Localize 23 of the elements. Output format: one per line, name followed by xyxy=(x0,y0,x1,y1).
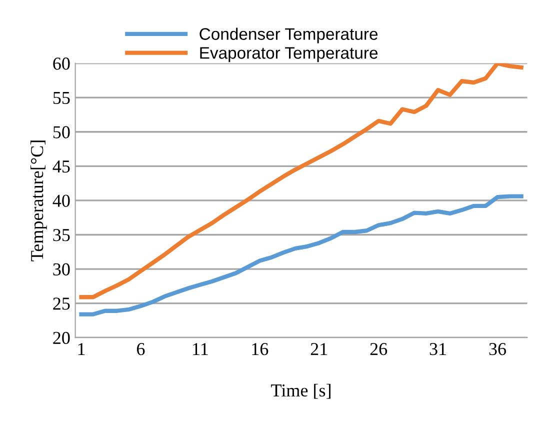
legend-label: Condenser Temperature xyxy=(200,28,378,44)
y-tick-label: 60 xyxy=(53,58,70,70)
x-axis-title: Time [s] xyxy=(271,384,330,399)
x-tick-label: 36 xyxy=(489,343,506,356)
y-tick-label: 40 xyxy=(52,194,70,207)
legend-label: Evaporator Temperature xyxy=(200,47,378,62)
x-tick-label: 11 xyxy=(193,343,208,355)
y-tick-label: 50 xyxy=(53,126,70,138)
y-tick-label: 35 xyxy=(53,229,70,242)
x-tick-label: 21 xyxy=(310,343,328,355)
y-axis-title: Temperature[°C] xyxy=(30,140,47,262)
x-tick-label: 26 xyxy=(370,343,388,356)
x-tick-label: 1 xyxy=(78,343,85,355)
line-series xyxy=(79,63,524,300)
y-tick-label: 55 xyxy=(53,92,70,104)
y-tick-label: 30 xyxy=(53,263,70,276)
x-tick-label: 31 xyxy=(430,343,446,356)
x-tick-label: 16 xyxy=(252,343,268,356)
line-series xyxy=(79,194,524,316)
x-tick-label: 6 xyxy=(136,343,145,356)
y-tick-label: 25 xyxy=(53,298,70,310)
y-tick-label: 45 xyxy=(52,160,70,173)
y-tick-label: 20 xyxy=(53,332,70,344)
